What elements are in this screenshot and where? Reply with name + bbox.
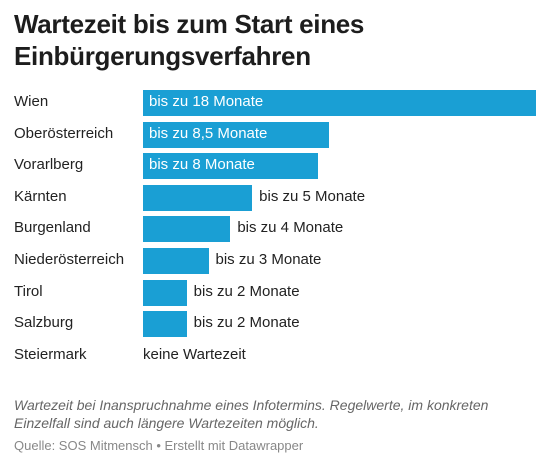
bar-row: Niederösterreich bis zu 3 Monate bbox=[0, 246, 550, 278]
bar-row: Wien bis zu 18 Monate bbox=[0, 88, 550, 120]
chart-source: Quelle: SOS Mitmensch • Erstellt mit Dat… bbox=[14, 438, 304, 453]
value-label: bis zu 5 Monate bbox=[259, 187, 366, 205]
chart-note: Wartezeit bei Inanspruchnahme eines Info… bbox=[14, 397, 489, 431]
category-label: Kärnten bbox=[14, 187, 67, 205]
category-label: Niederösterreich bbox=[14, 251, 125, 268]
value-label: bis zu 8 Monate bbox=[149, 156, 255, 174]
category-label: Burgenland bbox=[14, 219, 91, 237]
value-label: bis zu 8,5 Monate bbox=[149, 124, 268, 142]
bar-row: Oberösterreich bis zu 8,5 Monate bbox=[0, 120, 550, 152]
bar-row: Vorarlberg bis zu 8 Monate bbox=[0, 151, 550, 183]
value-label: bis zu 3 Monate bbox=[215, 251, 322, 268]
value-label: bis zu 18 Monate bbox=[149, 93, 264, 110]
bar bbox=[143, 216, 231, 243]
value-label: keine Wartezeit bbox=[143, 345, 246, 363]
category-label: Wien bbox=[14, 93, 49, 110]
chart-title: Wartezeit bis zum Start eines Einbürgeru… bbox=[14, 9, 365, 71]
category-label: Tirol bbox=[14, 282, 43, 300]
bar bbox=[143, 184, 253, 211]
bar bbox=[143, 311, 187, 338]
bar-row: Tirol bis zu 2 Monate bbox=[0, 278, 550, 310]
bar bbox=[143, 153, 318, 180]
bar-row: Burgenland bis zu 4 Monate bbox=[0, 214, 550, 246]
bar bbox=[143, 90, 536, 116]
value-label: bis zu 4 Monate bbox=[237, 219, 344, 237]
bar-row: Steiermark keine Wartezeit bbox=[0, 341, 550, 373]
category-label: Vorarlberg bbox=[14, 156, 84, 174]
value-label: bis zu 2 Monate bbox=[193, 282, 300, 300]
bar bbox=[143, 248, 209, 274]
category-label: Salzburg bbox=[14, 314, 74, 332]
bar-chart: Wien bis zu 18 Monate Oberösterreich bis zu… bbox=[0, 88, 550, 378]
bar-row: Kärnten bis zu 5 Monate bbox=[0, 183, 550, 215]
bar-row: Salzburg bis zu 2 Monate bbox=[0, 309, 550, 341]
bar bbox=[143, 121, 329, 148]
bar bbox=[143, 279, 187, 306]
category-label: Oberösterreich bbox=[14, 124, 114, 142]
value-label: bis zu 2 Monate bbox=[193, 314, 300, 332]
category-label: Steiermark bbox=[14, 345, 87, 363]
